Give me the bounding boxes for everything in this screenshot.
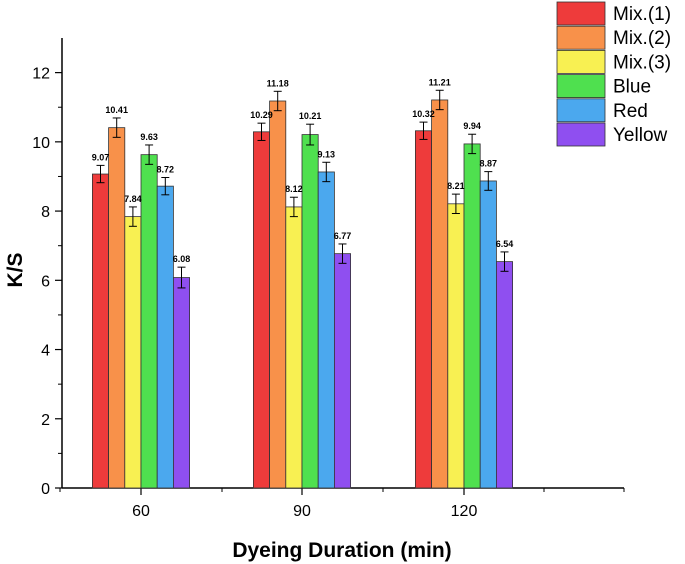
bar (92, 173, 110, 489)
legend-swatch (556, 98, 606, 123)
legend-label: Mix.(2) (613, 28, 671, 49)
legend-swatch (556, 25, 606, 50)
y-tick-label: 4 (41, 343, 50, 360)
data-labels: 9.07 10.29 10.32 10.41 11.18 11.21 7.84 8.12 8.2… (92, 77, 514, 264)
bar (447, 203, 465, 489)
legend: Mix.(1) Mix.(2) Mix.(3) Blue Red Yellow (556, 1, 671, 147)
data-label: 11.21 (429, 77, 451, 87)
bar (285, 206, 303, 489)
bar (108, 127, 126, 489)
legend-swatch (556, 50, 606, 74)
data-label: 9.94 (463, 121, 481, 131)
bars (92, 99, 513, 489)
bar (124, 216, 142, 489)
bar (301, 134, 319, 489)
x-axis-title: Dyeing Duration (min) (232, 539, 451, 562)
y-tick-label: 0 (41, 481, 50, 498)
data-label: 9.63 (140, 132, 158, 142)
data-label: 8.72 (157, 165, 175, 175)
data-label: 10.21 (299, 111, 322, 121)
bar (495, 261, 513, 489)
bar (140, 154, 158, 489)
bar (479, 180, 497, 489)
bar (431, 99, 449, 489)
legend-label: Mix.(1) (613, 4, 671, 25)
y-axis-title: K/S (4, 252, 27, 287)
y-tick-label: 6 (41, 273, 50, 290)
error-bars (96, 89, 509, 289)
data-label: 9.07 (92, 152, 110, 162)
bar (414, 130, 432, 489)
legend-swatch (556, 74, 606, 98)
bar (172, 277, 190, 489)
legend-swatch (556, 1, 606, 26)
bar (156, 185, 174, 489)
data-label: 10.32 (412, 109, 435, 119)
data-label: 10.29 (250, 110, 273, 120)
legend-swatch (556, 122, 606, 147)
data-label: 8.87 (480, 159, 498, 169)
y-tick-label: 10 (32, 135, 50, 152)
data-label: 6.08 (173, 254, 191, 264)
data-label: 9.13 (318, 149, 336, 159)
bar (463, 143, 481, 489)
bar (269, 100, 287, 489)
data-label: 8.21 (447, 181, 465, 191)
data-label: 6.54 (496, 239, 514, 249)
legend-label: Yellow (613, 125, 668, 146)
axes: 0 2 4 6 8 10 12 60 90 120 (32, 38, 625, 520)
legend-label: Red (613, 101, 648, 122)
data-label: 8.12 (285, 184, 303, 194)
data-label: 6.77 (334, 231, 352, 241)
bar (252, 131, 270, 489)
y-tick-label: 2 (41, 412, 50, 429)
bar (333, 253, 351, 489)
y-tick-label: 12 (32, 66, 50, 83)
y-tick-label: 8 (41, 204, 50, 221)
x-tick-label: 60 (132, 503, 150, 520)
bar (317, 171, 335, 489)
x-tick-label: 90 (293, 503, 311, 520)
data-label: 11.18 (267, 78, 289, 88)
legend-label: Mix.(3) (613, 52, 671, 73)
data-label: 7.84 (124, 194, 142, 204)
legend-label: Blue (613, 77, 651, 98)
data-label: 10.41 (105, 105, 128, 115)
x-tick-label: 120 (451, 503, 478, 520)
